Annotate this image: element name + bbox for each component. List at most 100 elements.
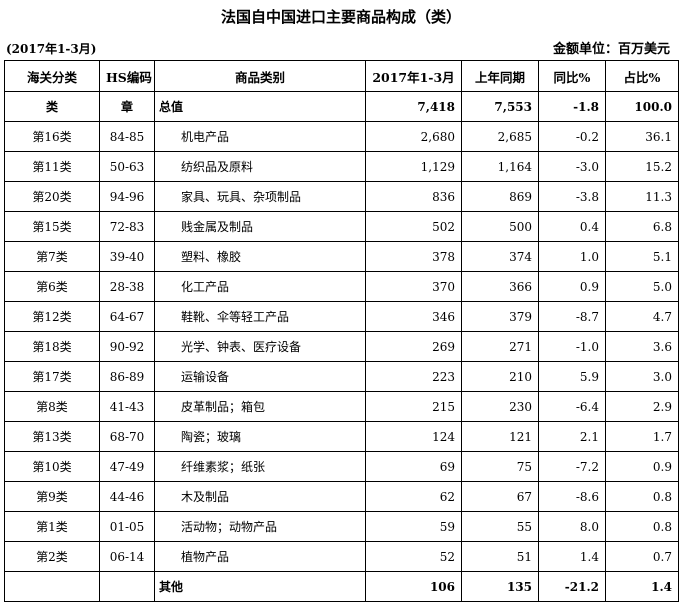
cell-yoy: -0.2	[538, 121, 606, 152]
cell-yoy: 8.0	[538, 511, 606, 542]
cell-share: 0.7	[605, 541, 679, 572]
cell-current: 223	[365, 361, 462, 392]
table-row: 第8类 41-43 皮革制品；箱包 215 230 -6.4 2.9	[4, 391, 679, 422]
cell-class: 类	[4, 91, 100, 122]
cell-hs: 84-85	[99, 121, 155, 152]
cell-name: 纤维素浆；纸张	[154, 451, 366, 482]
table-row: 第15类 72-83 贱金属及制品 502 500 0.4 6.8	[4, 211, 679, 242]
cell-yoy: -3.0	[538, 151, 606, 182]
cell-previous: 230	[461, 391, 539, 422]
cell-name: 机电产品	[154, 121, 366, 152]
header-previous: 上年同期	[461, 60, 539, 92]
cell-previous: 869	[461, 181, 539, 212]
cell-yoy: -8.7	[538, 301, 606, 332]
table-row: 第9类 44-46 木及制品 62 67 -8.6 0.8	[4, 481, 679, 512]
table-row: 第20类 94-96 家具、玩具、杂项制品 836 869 -3.8 11.3	[4, 181, 679, 212]
cell-name: 塑料、橡胶	[154, 241, 366, 272]
cell-name: 木及制品	[154, 481, 366, 512]
cell-class: 第18类	[4, 331, 100, 362]
cell-hs: 94-96	[99, 181, 155, 212]
cell-name: 化工产品	[154, 271, 366, 302]
cell-class	[4, 571, 100, 602]
cell-share: 11.3	[605, 181, 679, 212]
cell-class: 第11类	[4, 151, 100, 182]
cell-hs: 47-49	[99, 451, 155, 482]
cell-yoy: 2.1	[538, 421, 606, 452]
cell-class: 第17类	[4, 361, 100, 392]
cell-current: 378	[365, 241, 462, 272]
cell-yoy: -1.0	[538, 331, 606, 362]
cell-previous: 7,553	[461, 91, 539, 122]
cell-yoy: 0.9	[538, 271, 606, 302]
cell-previous: 2,685	[461, 121, 539, 152]
cell-class: 第10类	[4, 451, 100, 482]
cell-share: 100.0	[605, 91, 679, 122]
header-yoy: 同比%	[538, 60, 606, 92]
table-row: 第16类 84-85 机电产品 2,680 2,685 -0.2 36.1	[4, 121, 679, 152]
cell-hs: 01-05	[99, 511, 155, 542]
cell-previous: 1,164	[461, 151, 539, 182]
table-row: 第12类 64-67 鞋靴、伞等轻工产品 346 379 -8.7 4.7	[4, 301, 679, 332]
cell-name: 运输设备	[154, 361, 366, 392]
cell-share: 1.7	[605, 421, 679, 452]
cell-previous: 210	[461, 361, 539, 392]
cell-share: 0.8	[605, 481, 679, 512]
header-row: 海关分类 HS编码 商品类别 2017年1-3月 上年同期 同比% 占比%	[4, 60, 679, 92]
cell-name: 总值	[154, 91, 366, 122]
cell-current: 7,418	[365, 91, 462, 122]
cell-yoy: -6.4	[538, 391, 606, 422]
cell-current: 124	[365, 421, 462, 452]
cell-current: 62	[365, 481, 462, 512]
cell-hs: 72-83	[99, 211, 155, 242]
cell-previous: 67	[461, 481, 539, 512]
cell-hs: 28-38	[99, 271, 155, 302]
cell-yoy: -8.6	[538, 481, 606, 512]
cell-class: 第16类	[4, 121, 100, 152]
cell-name: 其他	[154, 571, 366, 602]
cell-class: 第13类	[4, 421, 100, 452]
cell-hs: 39-40	[99, 241, 155, 272]
cell-yoy: 0.4	[538, 211, 606, 242]
cell-yoy: -7.2	[538, 451, 606, 482]
cell-current: 2,680	[365, 121, 462, 152]
cell-class: 第2类	[4, 541, 100, 572]
cell-class: 第12类	[4, 301, 100, 332]
cell-yoy: -21.2	[538, 571, 606, 602]
cell-current: 106	[365, 571, 462, 602]
cell-name: 鞋靴、伞等轻工产品	[154, 301, 366, 332]
cell-yoy: -1.8	[538, 91, 606, 122]
cell-share: 0.8	[605, 511, 679, 542]
cell-name: 纺织品及原料	[154, 151, 366, 182]
cell-previous: 135	[461, 571, 539, 602]
cell-hs: 章	[99, 91, 155, 122]
cell-previous: 379	[461, 301, 539, 332]
cell-hs: 86-89	[99, 361, 155, 392]
table-row: 第1类 01-05 活动物；动物产品 59 55 8.0 0.8	[4, 511, 679, 542]
cell-class: 第20类	[4, 181, 100, 212]
import-composition-table: 海关分类 HS编码 商品类别 2017年1-3月 上年同期 同比% 占比% 类 …	[4, 60, 679, 602]
table-row: 第7类 39-40 塑料、橡胶 378 374 1.0 5.1	[4, 241, 679, 272]
cell-name: 家具、玩具、杂项制品	[154, 181, 366, 212]
cell-hs: 90-92	[99, 331, 155, 362]
cell-share: 15.2	[605, 151, 679, 182]
cell-hs: 68-70	[99, 421, 155, 452]
cell-previous: 51	[461, 541, 539, 572]
cell-name: 贱金属及制品	[154, 211, 366, 242]
cell-yoy: 1.0	[538, 241, 606, 272]
cell-class: 第15类	[4, 211, 100, 242]
cell-current: 1,129	[365, 151, 462, 182]
cell-share: 5.0	[605, 271, 679, 302]
period-label: (2017年1-3月)	[6, 42, 97, 56]
cell-class: 第1类	[4, 511, 100, 542]
cell-previous: 75	[461, 451, 539, 482]
cell-current: 836	[365, 181, 462, 212]
cell-share: 1.4	[605, 571, 679, 602]
cell-hs	[99, 571, 155, 602]
cell-class: 第7类	[4, 241, 100, 272]
cell-previous: 366	[461, 271, 539, 302]
header-current: 2017年1-3月	[365, 60, 462, 92]
table-row: 第17类 86-89 运输设备 223 210 5.9 3.0	[4, 361, 679, 392]
cell-class: 第8类	[4, 391, 100, 422]
cell-current: 59	[365, 511, 462, 542]
cell-share: 4.7	[605, 301, 679, 332]
